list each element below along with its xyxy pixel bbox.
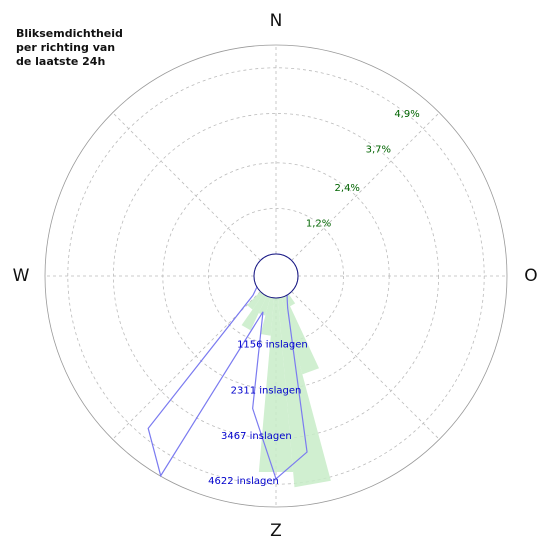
r2-tick-label: 1156 inslagen: [237, 339, 308, 350]
direction-label: N: [270, 11, 283, 31]
direction-label: W: [13, 266, 30, 286]
wedge: [281, 295, 320, 375]
r2-tick-label: 2311 inslagen: [231, 385, 302, 396]
grid-ring: [67, 67, 485, 485]
spoke: [112, 112, 261, 261]
grid-ring: [207, 207, 344, 344]
center-ring: [253, 253, 299, 299]
spoke: [291, 112, 440, 261]
title-line: per richting van: [16, 41, 115, 54]
wedge: [260, 297, 275, 336]
r2-tick-label: 3467 inslagen: [221, 431, 292, 442]
outer-ring: [44, 44, 508, 508]
grid-ring: [162, 162, 390, 390]
title-line: Bliksemdichtheid: [16, 27, 123, 40]
wedge: [285, 294, 296, 307]
r-tick-label: 1,2%: [306, 218, 331, 229]
grid-ring: [112, 112, 440, 440]
direction-label: O: [524, 266, 537, 286]
r-tick-label: 3,7%: [366, 145, 391, 156]
wedge: [258, 297, 294, 473]
wedge: [247, 291, 264, 310]
title-line: de laatste 24h: [16, 55, 105, 68]
wedge: [241, 294, 267, 331]
r-tick-label: 4,9%: [394, 109, 419, 120]
r-tick-label: 2,4%: [335, 183, 360, 194]
spoke: [291, 291, 440, 440]
direction-label: Z: [270, 521, 282, 541]
spoke: [112, 291, 261, 440]
r2-tick-label: 4622 inslagen: [208, 476, 279, 487]
wedge: [258, 295, 271, 316]
wedge: [277, 297, 331, 488]
